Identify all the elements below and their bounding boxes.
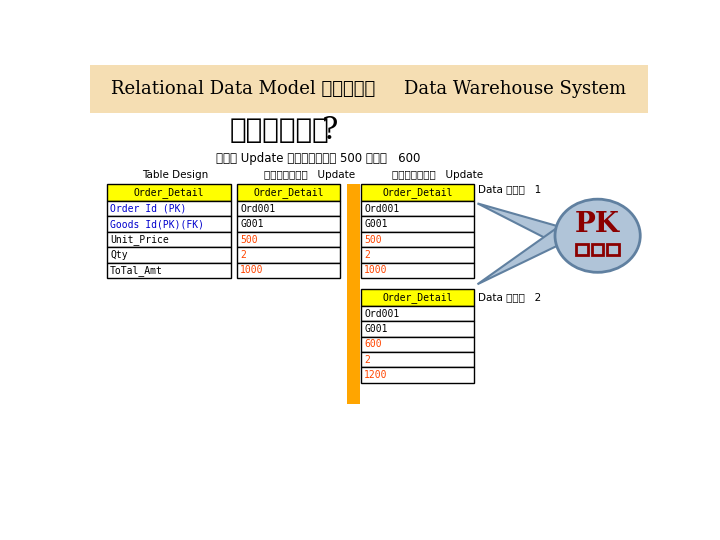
Bar — [238, 262, 340, 278]
Text: Data ชุด   2: Data ชุด 2 — [477, 292, 541, 302]
Text: 500: 500 — [364, 234, 382, 245]
Text: Order_Detail: Order_Detail — [134, 187, 204, 198]
Bar — [576, 244, 588, 255]
Text: 500: 500 — [240, 234, 258, 245]
Bar — [361, 217, 474, 232]
Bar — [107, 217, 231, 232]
Text: ก่อนการ   Update: ก่อนการ Update — [264, 170, 356, 180]
Text: 1200: 1200 — [364, 370, 388, 380]
Bar — [361, 289, 474, 306]
Bar — [107, 262, 231, 278]
Bar — [361, 306, 474, 321]
Text: 2: 2 — [364, 250, 370, 260]
Bar — [238, 232, 340, 247]
Bar — [107, 184, 231, 201]
Bar — [238, 201, 340, 217]
Text: G001: G001 — [240, 219, 264, 229]
Text: PK: PK — [575, 212, 620, 239]
Bar — [361, 201, 474, 217]
Polygon shape — [477, 226, 559, 284]
Text: G001: G001 — [364, 219, 388, 229]
Bar — [107, 247, 231, 262]
Text: ปญหาคอ: ปญหาคอ — [230, 116, 330, 144]
Bar — [361, 367, 474, 383]
Text: Order_Detail: Order_Detail — [253, 187, 324, 198]
Bar — [361, 262, 474, 278]
Bar — [238, 247, 340, 262]
Bar — [361, 352, 474, 367]
Text: การ Update จากราคา 500 เปน   600: การ Update จากราคา 500 เปน 600 — [217, 152, 420, 165]
Bar — [238, 184, 340, 201]
Text: Unit_Price: Unit_Price — [110, 234, 169, 245]
Text: Order Id (PK): Order Id (PK) — [110, 204, 186, 214]
Text: G001: G001 — [364, 324, 388, 334]
Text: Ord001: Ord001 — [364, 204, 400, 214]
Bar — [107, 201, 231, 217]
Bar — [607, 244, 619, 255]
Text: Relational Data Model สำหรบ     Data Warehouse System: Relational Data Model สำหรบ Data Warehou… — [112, 80, 626, 98]
Text: 2: 2 — [240, 250, 246, 260]
Text: Table Design: Table Design — [142, 170, 208, 180]
Polygon shape — [477, 204, 559, 245]
Text: ?: ? — [322, 115, 338, 146]
Text: Order_Detail: Order_Detail — [382, 292, 453, 303]
Text: Ord001: Ord001 — [364, 308, 400, 319]
Text: Ord001: Ord001 — [240, 204, 276, 214]
Bar — [361, 321, 474, 336]
Text: 600: 600 — [364, 339, 382, 349]
Bar — [107, 232, 231, 247]
Bar — [592, 244, 603, 255]
Bar — [361, 336, 474, 352]
Bar — [361, 247, 474, 262]
Bar — [361, 232, 474, 247]
Text: Qty: Qty — [110, 250, 127, 260]
Text: 1000: 1000 — [364, 265, 388, 275]
Bar — [347, 184, 360, 403]
Ellipse shape — [555, 199, 640, 272]
Bar — [238, 217, 340, 232]
Text: Goods Id(PK)(FK): Goods Id(PK)(FK) — [110, 219, 204, 229]
Text: ToTal_Amt: ToTal_Amt — [110, 265, 163, 276]
Text: Data ชุด   1: Data ชุด 1 — [477, 185, 541, 194]
Text: Order_Detail: Order_Detail — [382, 187, 453, 198]
Bar — [361, 184, 474, 201]
Text: 2: 2 — [364, 355, 370, 365]
Text: หลังการ   Update: หลังการ Update — [392, 170, 483, 180]
Text: 1000: 1000 — [240, 265, 264, 275]
Bar — [90, 65, 648, 112]
